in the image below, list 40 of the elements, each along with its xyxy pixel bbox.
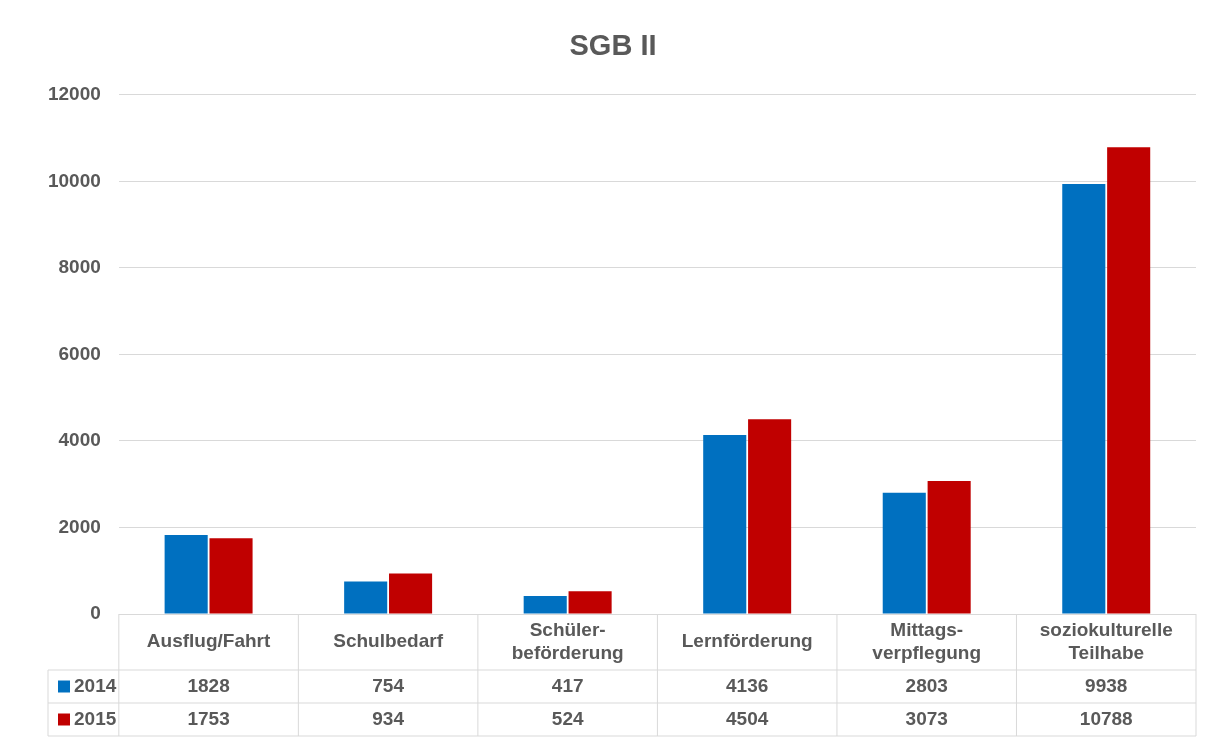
y-tick-label: 4000 bbox=[58, 429, 101, 451]
x-tick-label: Schüler- beförderung bbox=[511, 618, 624, 663]
data-label: 4504 bbox=[726, 707, 769, 729]
bar bbox=[927, 481, 971, 614]
data-label: 4136 bbox=[726, 674, 769, 696]
bar bbox=[568, 591, 612, 614]
data-label: 9938 bbox=[1085, 674, 1128, 696]
bar bbox=[389, 573, 433, 614]
bar bbox=[209, 538, 253, 614]
legend-label: 2014 bbox=[74, 674, 117, 696]
bar bbox=[1062, 184, 1106, 614]
data-label: 754 bbox=[372, 674, 405, 696]
data-label: 3073 bbox=[905, 707, 948, 729]
bar bbox=[1107, 147, 1151, 614]
x-tick-label: soziokulturelle Teilhabe bbox=[1039, 618, 1173, 663]
y-tick-label: 10000 bbox=[47, 169, 101, 191]
y-tick-label: 8000 bbox=[58, 256, 101, 278]
bar bbox=[882, 492, 926, 614]
bar bbox=[523, 595, 567, 614]
legend-label: 2015 bbox=[74, 707, 117, 729]
x-tick-label: Mittags- verpflegung bbox=[872, 618, 982, 663]
bar bbox=[748, 419, 792, 614]
data-label: 1828 bbox=[187, 674, 230, 696]
x-tick-label: Lernförderung bbox=[681, 630, 813, 652]
data-label: 524 bbox=[551, 707, 584, 729]
y-tick-label: 0 bbox=[90, 602, 101, 624]
data-label: 934 bbox=[372, 707, 405, 729]
bar bbox=[344, 581, 388, 614]
bar bbox=[703, 435, 747, 614]
data-label: 1753 bbox=[187, 707, 230, 729]
y-tick-label: 6000 bbox=[58, 342, 101, 364]
chart-title: SGB II bbox=[569, 29, 657, 62]
x-tick-label: Ausflug/Fahrt bbox=[146, 630, 272, 652]
x-tick-label: Schulbedarf bbox=[333, 630, 444, 652]
y-tick-label: 12000 bbox=[47, 83, 101, 105]
data-label: 10788 bbox=[1079, 707, 1133, 729]
y-tick-label: 2000 bbox=[58, 515, 101, 537]
bar bbox=[164, 534, 208, 614]
data-label: 2803 bbox=[905, 674, 948, 696]
data-label: 417 bbox=[551, 674, 584, 696]
